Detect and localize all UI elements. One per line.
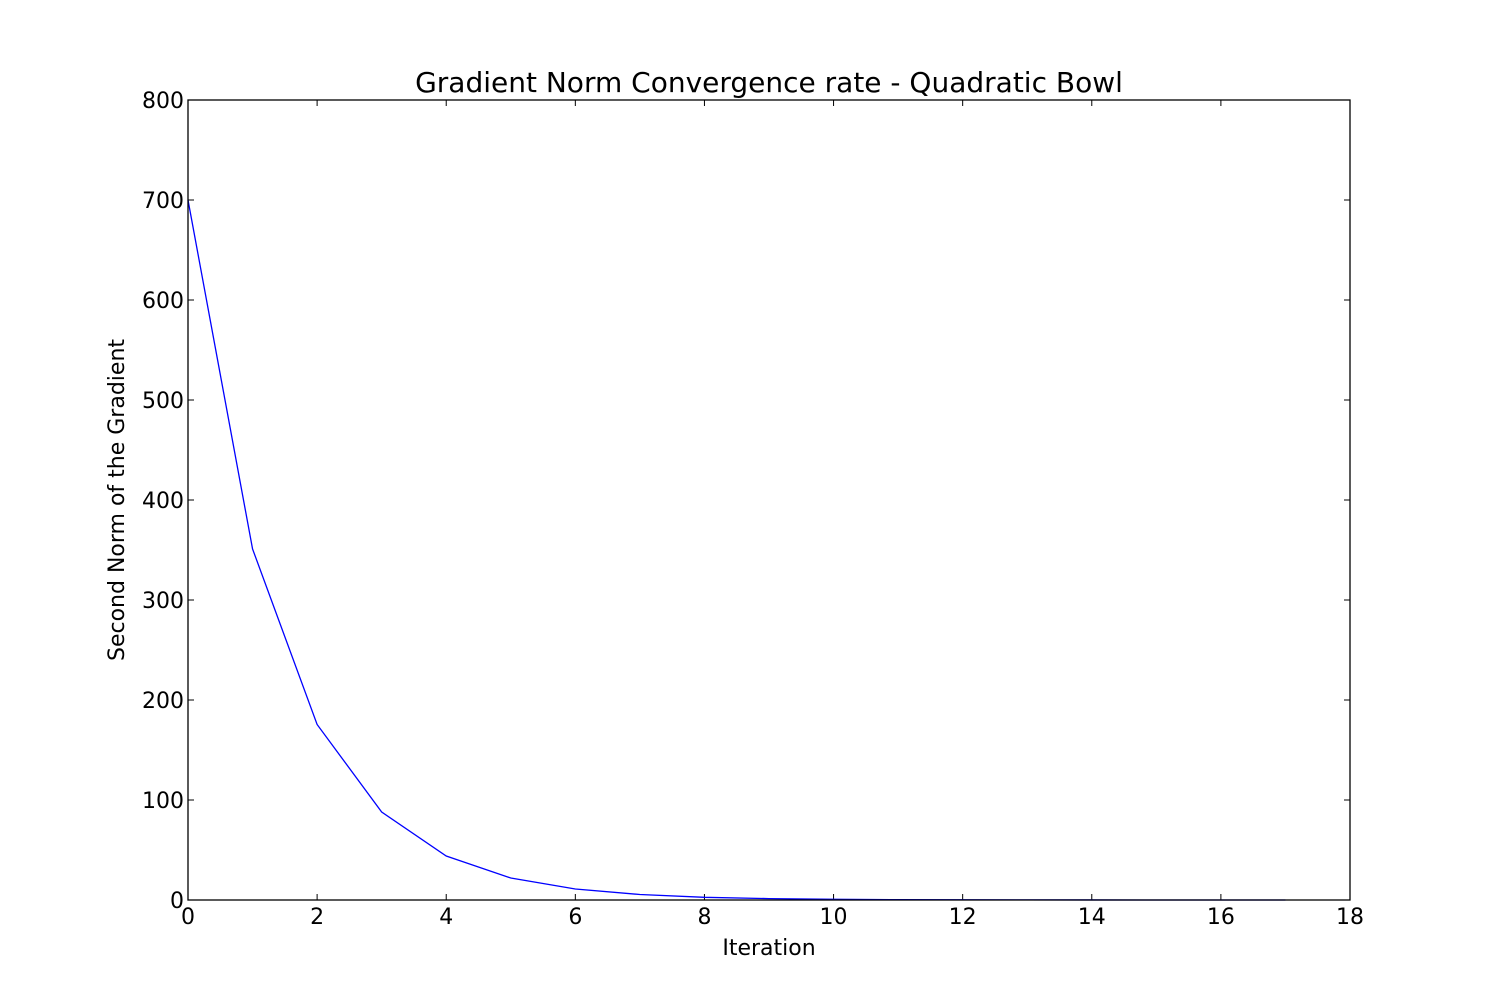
y-tick-label: 0 (170, 889, 184, 914)
y-tick-label: 400 (142, 489, 184, 514)
y-tick-label: 300 (142, 589, 184, 614)
x-tick-label: 16 (1207, 905, 1235, 930)
y-tick-label: 200 (142, 689, 184, 714)
x-tick-label: 8 (697, 905, 711, 930)
x-tick-label: 6 (568, 905, 582, 930)
y-tick-label: 600 (142, 289, 184, 314)
y-tick-label: 100 (142, 789, 184, 814)
x-tick-label: 10 (820, 905, 848, 930)
y-tick-label: 800 (142, 89, 184, 114)
x-axis-label: Iteration (722, 936, 815, 961)
chart-title: Gradient Norm Convergence rate - Quadrat… (415, 66, 1123, 99)
y-axis-label: Second Norm of the Gradient (105, 339, 130, 661)
x-tick-label: 2 (310, 905, 324, 930)
x-tick-label: 18 (1336, 905, 1364, 930)
x-tick-label: 4 (439, 905, 453, 930)
axis-ticks: 0 2 4 6 8 10 12 14 16 18 0 100 200 300 400 500 600 700 800 (142, 89, 1364, 930)
x-tick-label: 12 (949, 905, 977, 930)
x-tick-label: 14 (1078, 905, 1106, 930)
plot-frame (187, 99, 1351, 901)
series-group (187, 199, 1286, 901)
x-tick-label: 0 (181, 905, 195, 930)
y-tick-label: 500 (142, 389, 184, 414)
y-tick-label: 700 (142, 189, 184, 214)
series-line (187, 199, 1286, 901)
